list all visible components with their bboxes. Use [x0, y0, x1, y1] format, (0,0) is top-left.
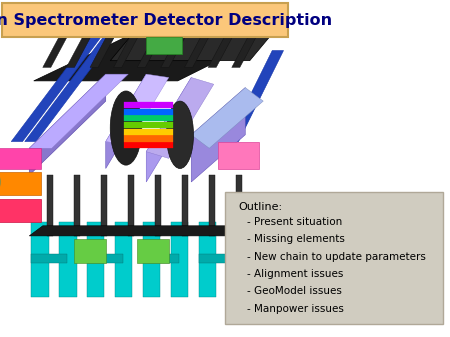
Polygon shape — [66, 34, 92, 67]
FancyBboxPatch shape — [209, 175, 215, 236]
FancyBboxPatch shape — [225, 192, 443, 324]
FancyBboxPatch shape — [218, 142, 259, 168]
Polygon shape — [146, 78, 214, 158]
Polygon shape — [90, 34, 116, 67]
Text: - Present situation: - Present situation — [234, 217, 342, 227]
Polygon shape — [113, 34, 140, 67]
FancyBboxPatch shape — [2, 3, 288, 37]
FancyBboxPatch shape — [32, 254, 68, 263]
FancyBboxPatch shape — [32, 222, 49, 297]
FancyBboxPatch shape — [87, 222, 104, 297]
Polygon shape — [124, 102, 173, 108]
Polygon shape — [11, 34, 104, 142]
FancyBboxPatch shape — [143, 254, 179, 263]
Polygon shape — [29, 226, 254, 236]
Text: - Manpower issues: - Manpower issues — [234, 304, 344, 314]
FancyBboxPatch shape — [74, 175, 80, 236]
FancyBboxPatch shape — [74, 239, 106, 263]
Polygon shape — [227, 51, 284, 142]
Polygon shape — [124, 129, 173, 135]
FancyBboxPatch shape — [59, 222, 76, 297]
Polygon shape — [124, 142, 173, 148]
Text: - New chain to update parameters: - New chain to update parameters — [234, 251, 426, 262]
Polygon shape — [124, 135, 173, 142]
Ellipse shape — [166, 101, 194, 168]
Polygon shape — [124, 115, 173, 121]
Text: - Missing elements: - Missing elements — [234, 234, 345, 244]
Text: Muon Spectrometer Detector Description: Muon Spectrometer Detector Description — [0, 13, 332, 28]
Text: - GeoModel issues: - GeoModel issues — [234, 286, 342, 296]
Polygon shape — [124, 122, 173, 128]
FancyBboxPatch shape — [0, 199, 40, 222]
Text: - Alignment issues: - Alignment issues — [234, 269, 343, 279]
Polygon shape — [29, 74, 106, 175]
FancyBboxPatch shape — [199, 222, 216, 297]
Polygon shape — [25, 34, 117, 142]
Polygon shape — [29, 74, 128, 148]
Polygon shape — [184, 34, 211, 67]
Polygon shape — [124, 109, 173, 115]
Polygon shape — [106, 74, 169, 145]
Text: Outline:: Outline: — [238, 202, 283, 212]
FancyBboxPatch shape — [155, 175, 161, 236]
FancyBboxPatch shape — [199, 254, 235, 263]
FancyBboxPatch shape — [146, 37, 182, 54]
FancyBboxPatch shape — [171, 222, 188, 297]
FancyBboxPatch shape — [115, 222, 132, 297]
Ellipse shape — [110, 91, 142, 165]
Polygon shape — [137, 34, 163, 67]
FancyBboxPatch shape — [101, 175, 107, 236]
FancyBboxPatch shape — [236, 175, 242, 236]
FancyBboxPatch shape — [47, 175, 53, 236]
FancyBboxPatch shape — [87, 254, 123, 263]
Polygon shape — [232, 34, 258, 67]
FancyBboxPatch shape — [143, 222, 160, 297]
Polygon shape — [110, 34, 272, 61]
FancyBboxPatch shape — [227, 222, 244, 297]
Polygon shape — [208, 34, 234, 67]
FancyBboxPatch shape — [0, 172, 40, 195]
Polygon shape — [34, 34, 272, 81]
Polygon shape — [43, 34, 69, 67]
Polygon shape — [191, 88, 263, 148]
Polygon shape — [146, 78, 191, 182]
FancyBboxPatch shape — [137, 239, 169, 263]
FancyBboxPatch shape — [0, 148, 40, 168]
FancyBboxPatch shape — [128, 175, 134, 236]
FancyBboxPatch shape — [182, 175, 188, 236]
Polygon shape — [106, 74, 146, 168]
Polygon shape — [161, 34, 187, 67]
Polygon shape — [191, 88, 245, 182]
